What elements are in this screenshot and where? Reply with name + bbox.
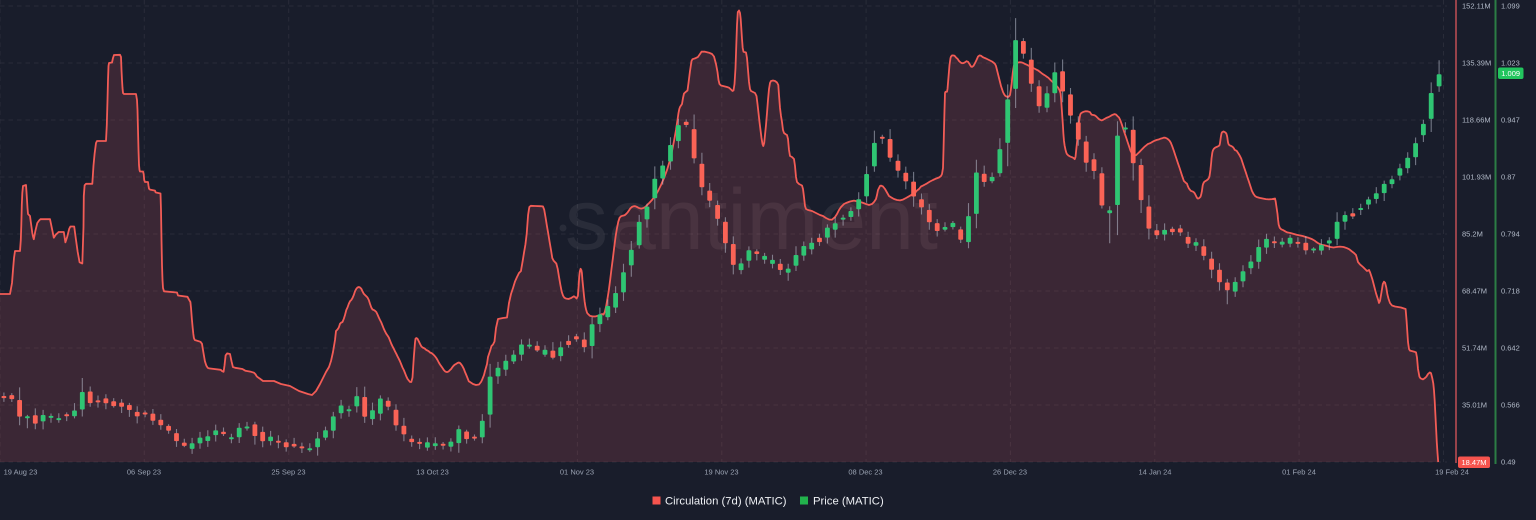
svg-text:1.099: 1.099 (1501, 2, 1520, 11)
svg-text:14 Jan 24: 14 Jan 24 (1139, 468, 1172, 477)
svg-text:118.66M: 118.66M (1462, 116, 1491, 125)
svg-text:101.93M: 101.93M (1462, 173, 1491, 182)
svg-text:0.566: 0.566 (1501, 401, 1520, 410)
svg-text:152.11M: 152.11M (1462, 2, 1491, 11)
svg-text:19 Aug 23: 19 Aug 23 (4, 468, 38, 477)
svg-text:68.47M: 68.47M (1462, 287, 1487, 296)
svg-text:01 Feb 24: 01 Feb 24 (1282, 468, 1316, 477)
svg-text:01 Nov 23: 01 Nov 23 (560, 468, 594, 477)
svg-text:Price (MATIC): Price (MATIC) (813, 496, 884, 508)
svg-text:0.794: 0.794 (1501, 230, 1520, 239)
svg-text:26 Dec 23: 26 Dec 23 (993, 468, 1027, 477)
svg-text:0.49: 0.49 (1501, 458, 1516, 467)
svg-text:51.74M: 51.74M (1462, 344, 1487, 353)
svg-text:Circulation (7d) (MATIC): Circulation (7d) (MATIC) (665, 496, 787, 508)
svg-text:08 Dec 23: 08 Dec 23 (848, 468, 882, 477)
svg-text:85.2M: 85.2M (1462, 230, 1483, 239)
svg-text:06 Sep 23: 06 Sep 23 (127, 468, 161, 477)
svg-text:1.009: 1.009 (1501, 69, 1520, 78)
svg-text:19 Feb 24: 19 Feb 24 (1435, 468, 1469, 477)
svg-text:0.718: 0.718 (1501, 287, 1520, 296)
svg-text:0.947: 0.947 (1501, 116, 1520, 125)
svg-text:19 Nov 23: 19 Nov 23 (704, 468, 738, 477)
svg-text:25 Sep 23: 25 Sep 23 (271, 468, 305, 477)
svg-text:135.39M: 135.39M (1462, 59, 1491, 68)
svg-text:35.01M: 35.01M (1462, 401, 1487, 410)
svg-text:santiment: santiment (565, 172, 938, 268)
svg-text:1.023: 1.023 (1501, 59, 1520, 68)
svg-text:0.642: 0.642 (1501, 344, 1520, 353)
svg-text:13 Oct 23: 13 Oct 23 (416, 468, 449, 477)
svg-text:18.47M: 18.47M (1461, 458, 1486, 467)
svg-text:0.87: 0.87 (1501, 173, 1516, 182)
